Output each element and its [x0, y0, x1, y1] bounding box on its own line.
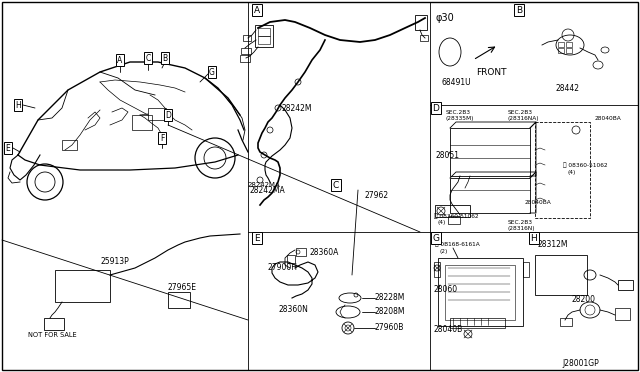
- Text: 27965E: 27965E: [168, 283, 197, 292]
- Text: Ⓞ 0B168-6161A: Ⓞ 0B168-6161A: [435, 241, 480, 247]
- Bar: [438, 258, 523, 326]
- Bar: [450, 318, 505, 328]
- Bar: [258, 28, 270, 36]
- Text: H: H: [15, 100, 21, 109]
- Text: 28040BA: 28040BA: [595, 115, 621, 121]
- Text: 68491U: 68491U: [442, 77, 472, 87]
- Text: D: D: [165, 110, 171, 119]
- Text: 28360A: 28360A: [310, 247, 339, 257]
- Text: G: G: [209, 67, 215, 77]
- Bar: [243, 35, 251, 41]
- Text: 28040BA: 28040BA: [525, 199, 552, 205]
- Text: 28228M: 28228M: [375, 294, 405, 302]
- Text: G: G: [433, 234, 440, 243]
- Text: 28242MA: 28242MA: [248, 182, 281, 188]
- Bar: [44, 318, 64, 330]
- Text: 28060: 28060: [434, 285, 458, 295]
- Bar: [566, 42, 572, 47]
- Bar: [558, 48, 564, 53]
- Bar: [560, 318, 572, 326]
- Bar: [618, 280, 633, 290]
- Bar: [415, 15, 427, 30]
- Bar: [445, 265, 515, 320]
- Text: H: H: [531, 234, 538, 243]
- Text: 28360N: 28360N: [278, 305, 308, 314]
- Text: A: A: [117, 55, 123, 64]
- Text: F: F: [160, 134, 164, 142]
- Text: 28312M: 28312M: [538, 240, 568, 248]
- Bar: [148, 108, 166, 120]
- Bar: [258, 36, 270, 44]
- Text: (4): (4): [438, 219, 446, 224]
- Text: SEC.2B3: SEC.2B3: [508, 109, 533, 115]
- Bar: [450, 178, 530, 213]
- Bar: [523, 262, 529, 277]
- Bar: [420, 35, 428, 41]
- Text: B: B: [163, 54, 168, 62]
- Text: 25913P: 25913P: [100, 257, 129, 266]
- Text: NOT FOR SALE: NOT FOR SALE: [28, 332, 76, 338]
- Text: 28051: 28051: [436, 151, 460, 160]
- Text: FRONT: FRONT: [476, 67, 506, 77]
- Text: 27962: 27962: [365, 190, 389, 199]
- Bar: [168, 292, 190, 308]
- Text: (2): (2): [440, 248, 449, 253]
- Bar: [55, 270, 110, 302]
- Text: 28040B: 28040B: [434, 326, 463, 334]
- Text: 28200: 28200: [572, 295, 596, 305]
- Text: (28316NA): (28316NA): [508, 115, 540, 121]
- Bar: [132, 115, 152, 130]
- Text: (4): (4): [568, 170, 577, 174]
- Text: 28208M: 28208M: [375, 308, 406, 317]
- Text: C: C: [145, 54, 150, 62]
- Bar: [448, 216, 460, 224]
- Text: Ⓞ 08360-51062: Ⓞ 08360-51062: [434, 213, 479, 219]
- Bar: [287, 255, 295, 263]
- Bar: [435, 205, 470, 217]
- Text: (28335M): (28335M): [446, 115, 474, 121]
- Text: SEC.2B3: SEC.2B3: [446, 109, 471, 115]
- Text: SEC.2B3: SEC.2B3: [508, 219, 533, 224]
- Text: 27900H: 27900H: [268, 263, 298, 273]
- Text: 28442: 28442: [556, 83, 580, 93]
- Text: D: D: [433, 103, 440, 112]
- Text: C: C: [333, 180, 339, 189]
- Bar: [255, 25, 273, 47]
- Text: E: E: [6, 144, 10, 153]
- Bar: [240, 55, 250, 62]
- Bar: [535, 255, 587, 295]
- Bar: [241, 48, 251, 54]
- Text: B: B: [516, 6, 522, 15]
- Text: (28316N): (28316N): [508, 225, 536, 231]
- Text: Ⓞ 08360-51062: Ⓞ 08360-51062: [563, 162, 607, 168]
- Text: φ30: φ30: [436, 13, 455, 23]
- Text: J28001GP: J28001GP: [562, 359, 599, 369]
- Text: A: A: [254, 6, 260, 15]
- Text: 28242MA: 28242MA: [249, 186, 285, 195]
- Bar: [558, 42, 564, 47]
- Bar: [615, 308, 630, 320]
- Bar: [450, 128, 530, 176]
- Bar: [296, 248, 306, 256]
- Text: 28242M: 28242M: [282, 103, 312, 112]
- Text: E: E: [254, 234, 260, 243]
- Bar: [535, 122, 590, 218]
- Bar: [434, 262, 440, 277]
- Bar: [62, 140, 77, 150]
- Bar: [566, 48, 572, 53]
- Text: 27960B: 27960B: [375, 324, 404, 333]
